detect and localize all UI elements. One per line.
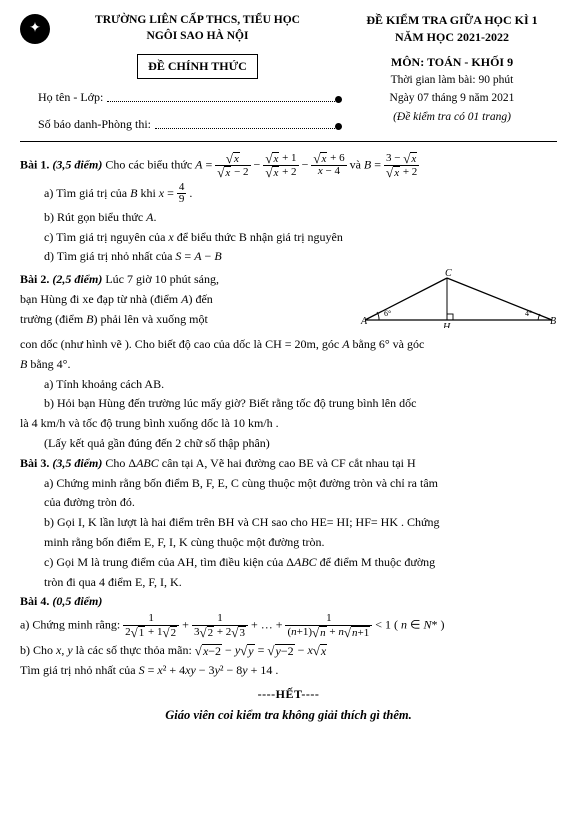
exam-year: NĂM HỌC 2021-2022 — [347, 29, 557, 46]
header-block: TRƯỜNG LIÊN CẤP THCS, TIỂU HỌC NGÔI SAO … — [20, 12, 557, 133]
b2-head: Bài 2. — [20, 272, 49, 286]
b3-head: Bài 3. — [20, 456, 49, 470]
b2-a: a) Tính khoảng cách AB. — [20, 376, 557, 393]
b2-b2: là 4 km/h và tốc độ trung bình xuống dốc… — [20, 415, 557, 432]
b2-l5: B bằng 4°. — [20, 356, 557, 373]
end-marker: ----HẾT---- — [20, 686, 557, 703]
b2-l2: bạn Hùng đi xe đạp từ nhà (điểm A) đến — [20, 291, 349, 308]
frac-A1: √x √x − 2 — [215, 152, 250, 179]
triangle-svg: A B C H 6° 4° — [357, 268, 557, 328]
exam-pages: (Đề kiểm tra có 01 trang) — [347, 109, 557, 125]
school-name: TRƯỜNG LIÊN CẤP THCS, TIỂU HỌC NGÔI SAO … — [56, 12, 339, 79]
b4-head-line: Bài 4. (0,5 điểm) — [20, 593, 557, 610]
b1-pts: (3,5 điểm) — [52, 157, 102, 171]
b3-c: c) Gọi M là trung điểm của AH, tìm điều … — [20, 554, 557, 571]
frac-B: 3 − √x √x + 2 — [384, 152, 419, 179]
b1-head: Bài 1. — [20, 157, 49, 171]
name-line: Họ tên - Lớp: — [20, 89, 339, 106]
official-box-wrap: ĐỀ CHÍNH THỨC — [56, 48, 339, 79]
bai1-intro: Bài 1. (3,5 điểm) Cho các biểu thức A = … — [20, 152, 557, 179]
b3-b2: minh rằng bốn điểm E, F, I, K cùng thuộc… — [20, 534, 557, 551]
sbd-label: Số báo danh-Phòng thi: — [38, 116, 151, 133]
frac-sumn: 1 (n+1)√n + n√n+1 — [285, 613, 372, 639]
school-row: TRƯỜNG LIÊN CẤP THCS, TIỂU HỌC NGÔI SAO … — [20, 12, 339, 79]
frac-A3: √x + 6 x − 4 — [311, 152, 346, 178]
b3-a: a) Chứng minh rằng bốn điểm B, F, E, C c… — [20, 475, 557, 492]
pt-A: A — [360, 316, 368, 327]
triangle-figure: A B C H 6° 4° — [357, 268, 557, 333]
b3-pts: (3,5 điểm) — [52, 456, 102, 470]
expr-A: A — [195, 157, 202, 171]
b1-a: a) Tìm giá trị của B khi x = 49 . — [20, 182, 557, 206]
b3-c3: tròn đi qua 4 điểm E, F, I, K. — [20, 574, 557, 591]
header-left: TRƯỜNG LIÊN CẤP THCS, TIỂU HỌC NGÔI SAO … — [20, 12, 339, 133]
b3-b: b) Gọi I, K lần lượt là hai điểm trên BH… — [20, 514, 557, 531]
b1-b-text: b) Rút gọn biểu thức — [44, 210, 146, 224]
frac-A2: √x + 1 √x + 2 — [263, 152, 298, 179]
b1-b: b) Rút gọn biểu thức A. — [20, 209, 557, 226]
sbd-dots — [155, 119, 339, 129]
sbd-line: Số báo danh-Phòng thi: — [20, 116, 339, 133]
b4-head: Bài 4. — [20, 594, 49, 608]
frac-sum2: 1 3√2 + 2√3 — [192, 613, 248, 639]
bai2-wrap: Bài 2. (2,5 điểm) Lúc 7 giờ 10 phút sáng… — [20, 268, 557, 333]
b1-d-text: d) Tìm giá trị nhỏ nhất của — [44, 249, 175, 263]
expr-B: B — [364, 157, 371, 171]
b2-note: (Lấy kết quả gần đúng đến 2 chữ số thập … — [20, 435, 557, 452]
exam-title: ĐỀ KIỂM TRA GIỮA HỌC KÌ 1 — [347, 12, 557, 29]
b1-c: c) Tìm giá trị nguyên của x để biểu thức… — [20, 229, 557, 246]
divider — [20, 141, 557, 142]
b1-intro-text: Cho các biểu thức — [105, 157, 195, 171]
b1-c-text: c) Tìm giá trị nguyên của — [44, 230, 168, 244]
b1-d: d) Tìm giá trị nhỏ nhất của S = A − B — [20, 248, 557, 265]
pt-B: B — [550, 316, 556, 327]
name-label: Họ tên - Lớp: — [38, 89, 103, 106]
b2-l1: Bài 2. (2,5 điểm) Lúc 7 giờ 10 phút sáng… — [20, 271, 349, 288]
b2-l4: con dốc (như hình vẽ ). Cho biết độ cao … — [20, 336, 557, 353]
header-right: ĐỀ KIỂM TRA GIỮA HỌC KÌ 1 NĂM HỌC 2021-2… — [347, 12, 557, 133]
name-dots — [107, 92, 339, 102]
b1-a-text: a) Tìm giá trị của — [44, 186, 130, 200]
exam-subject: MÔN: TOÁN - KHỐI 9 — [347, 54, 557, 71]
b4-b: b) Cho x, y là các số thực thỏa mãn: √x−… — [20, 642, 557, 659]
school-logo-icon — [20, 14, 50, 44]
exam-date: Ngày 07 tháng 9 năm 2021 — [347, 90, 557, 106]
ang-6: 6° — [384, 309, 391, 318]
b1-a-mid: khi — [140, 186, 158, 200]
b2-b: b) Hỏi bạn Hùng đến trường lúc mấy giờ? … — [20, 395, 557, 412]
frac-sum1: 1 2√1 + 1√2 — [123, 613, 179, 639]
b4-a: a) Chứng minh rằng: 1 2√1 + 1√2 + 1 3√2 … — [20, 613, 557, 639]
exam-duration: Thời gian làm bài: 90 phút — [347, 72, 557, 88]
b4-b2: Tìm giá trị nhỏ nhất của S = x² + 4xy − … — [20, 662, 557, 679]
official-box: ĐỀ CHÍNH THỨC — [137, 54, 258, 79]
ang-4: 4° — [525, 309, 532, 318]
pt-H: H — [442, 322, 451, 328]
pt-C: C — [445, 268, 452, 279]
school-line2: NGÔI SAO HÀ NỘI — [56, 28, 339, 44]
school-line1: TRƯỜNG LIÊN CẤP THCS, TIỂU HỌC — [56, 12, 339, 28]
b3-a2: của đường tròn đó. — [20, 494, 557, 511]
b1-a-end: . — [189, 186, 192, 200]
footer-note: Giáo viên coi kiểm tra không giải thích … — [20, 707, 557, 725]
b2-pts: (2,5 điểm) — [52, 272, 102, 286]
b4-pts: (0,5 điểm) — [52, 594, 102, 608]
bai2-text: Bài 2. (2,5 điểm) Lúc 7 giờ 10 phút sáng… — [20, 268, 349, 330]
b2-l3: trường (điểm B) phải lên và xuống một — [20, 311, 349, 328]
b3-intro: Bài 3. (3,5 điểm) Cho ΔABC cân tại A, Vẽ… — [20, 455, 557, 472]
b1-and: và — [350, 157, 364, 171]
